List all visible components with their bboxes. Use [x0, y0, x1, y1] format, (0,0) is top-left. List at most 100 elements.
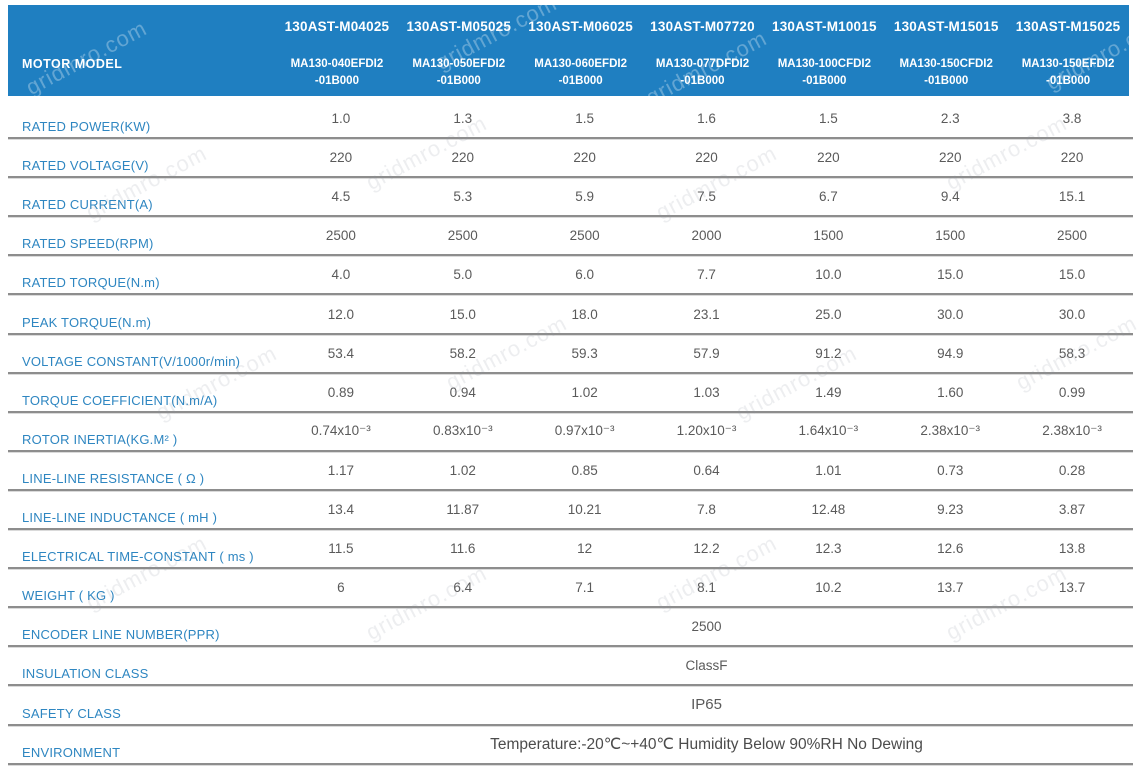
- model-name: 130AST-M10015: [772, 19, 877, 34]
- cell-value: 18.0: [571, 306, 598, 322]
- cell-value: 220: [817, 150, 840, 166]
- cell-value: 13.7: [1058, 580, 1086, 596]
- cell-value: 25.0: [815, 306, 842, 322]
- row-label: LINE-LINE RESISTANCE ( Ω ): [22, 470, 205, 486]
- model-code-line2: -01B000: [924, 75, 969, 87]
- row-weight: WEIGHT ( KG ) 6 6.4 7.1 8.1 10.2 13.7 13…: [8, 569, 1133, 610]
- row-label: RATED TORQUE(N.m): [22, 275, 160, 291]
- model-code-line1: MA130-077DFDI2: [655, 58, 750, 70]
- row-rated-current: RATED CURRENT(A) 4.5 5.3 5.9 7.5 6.7 9.4…: [8, 178, 1133, 219]
- cell-value: 0.28: [1058, 462, 1086, 478]
- motor-model-label: MOTOR MODEL: [22, 57, 123, 71]
- cell-value: 6: [337, 580, 345, 596]
- cell-value: 13.7: [937, 580, 964, 596]
- row-label: ELECTRICAL TIME-CONSTANT ( ms ): [22, 549, 254, 565]
- cell-value: 11.6: [450, 541, 476, 557]
- row-encoder-line-number: ENCODER LINE NUMBER(PPR) 2500: [8, 608, 1133, 649]
- cell-value: 1.17: [327, 462, 355, 478]
- cell-value: 13.4: [327, 501, 355, 517]
- model-name: 130AST-M05025: [406, 19, 512, 34]
- cell-value: 12.3: [815, 541, 842, 557]
- cell-value: 1.60: [937, 384, 964, 400]
- cell-value: 220: [938, 150, 962, 166]
- column-header-130ast-m10015: 130AST-M10015 MA130-100CFDI2 -01B000: [763, 5, 885, 96]
- cell-value: 2000: [691, 228, 722, 244]
- row-label: TORQUE COEFFICIENT(N.m/A): [22, 392, 218, 408]
- cell-value: 58.3: [1058, 345, 1086, 361]
- row-label: RATED SPEED(RPM): [22, 236, 154, 252]
- model-name: 130AST-M15015: [893, 19, 999, 34]
- cell-value: 1500: [813, 228, 844, 244]
- cell-value: 3.87: [1058, 501, 1086, 517]
- row-safety-class: SAFETY CLASS IP65: [8, 686, 1133, 727]
- column-header-130ast-m15015: 130AST-M15015 MA130-150CFDI2 -01B000: [885, 5, 1007, 96]
- cell-value: 30.0: [937, 306, 964, 322]
- cell-value: 2500: [1057, 228, 1088, 244]
- row-rated-voltage: RATED VOLTAGE(V) 220 220 220 220 220 220…: [8, 139, 1133, 180]
- cell-value: 53.4: [327, 345, 355, 361]
- column-header-130ast-m04025: 130AST-M04025 MA130-040EFDI2 -01B000: [276, 5, 398, 96]
- cell-value: 4.0: [331, 267, 351, 283]
- cell-value: 57.9: [693, 345, 720, 361]
- cell-value: 1.01: [815, 462, 842, 478]
- cell-value: 3.8: [1062, 111, 1082, 127]
- row-label: RATED CURRENT(A): [22, 197, 153, 213]
- cell-value: 15.1: [1058, 189, 1086, 205]
- model-name: 130AST-M07720: [650, 19, 755, 34]
- cell-value: 5.3: [453, 189, 473, 205]
- cell-value: 11.87: [446, 501, 480, 517]
- motor-model-header-cell: MOTOR MODEL: [8, 5, 276, 96]
- cell-value: 1.03: [693, 384, 720, 400]
- cell-value: 5.9: [575, 189, 595, 205]
- row-label: ENCODER LINE NUMBER(PPR): [22, 627, 220, 643]
- table-body: RATED POWER(KW) 1.0 1.3 1.5 1.6 1.5 2.3 …: [8, 100, 1133, 766]
- cell-value: 0.97x10⁻³: [554, 423, 615, 439]
- model-code-line1: MA130-150EFDI2: [1021, 58, 1115, 70]
- cell-value: 0.74x10⁻³: [311, 423, 371, 439]
- cell-value: 7.5: [697, 189, 716, 205]
- cell-value: 0.83x10⁻³: [432, 423, 493, 439]
- row-label: PEAK TORQUE(N.m): [22, 314, 152, 330]
- cell-value: 220: [1060, 150, 1084, 166]
- cell-value: 1.3: [453, 111, 473, 127]
- cell-value: 12.48: [811, 501, 846, 517]
- cell-value: 12: [577, 541, 593, 557]
- cell-value-merged: Temperature:-20℃~+40℃ Humidity Below 90%…: [490, 735, 923, 753]
- row-rotor-inertia: ROTOR INERTIA(KG.M² ) 0.74x10⁻³ 0.83x10⁻…: [8, 413, 1133, 453]
- cell-value: 6.7: [818, 189, 838, 205]
- cell-value: 7.8: [697, 501, 716, 517]
- row-label: WEIGHT ( KG ): [22, 588, 115, 604]
- cell-value-merged: ClassF: [685, 658, 728, 674]
- row-peak-torque: PEAK TORQUE(N.m) 12.0 15.0 18.0 23.1 25.…: [8, 295, 1133, 336]
- row-label: VOLTAGE CONSTANT(V/1000r/min): [22, 353, 241, 369]
- model-code-line1: MA130-150CFDI2: [899, 58, 993, 70]
- row-rated-speed: RATED SPEED(RPM) 2500 2500 2500 2000 150…: [8, 217, 1133, 258]
- cell-value-merged: IP65: [691, 696, 722, 714]
- cell-value: 0.85: [571, 462, 598, 478]
- cell-value: 10.2: [815, 580, 842, 596]
- cell-value: 15.0: [449, 306, 476, 322]
- model-code-line2: -01B000: [802, 75, 847, 87]
- model-name: 130AST-M06025: [528, 19, 633, 34]
- model-code-line1: MA130-100CFDI2: [777, 58, 872, 70]
- model-code-line2: -01B000: [314, 75, 359, 87]
- cell-value: 91.2: [815, 345, 842, 361]
- row-rated-power: RATED POWER(KW) 1.0 1.3 1.5 1.6 1.5 2.3 …: [8, 100, 1133, 141]
- cell-value: 10.21: [567, 501, 602, 517]
- cell-value: 11.5: [328, 541, 354, 557]
- cell-value: 0.73: [937, 462, 964, 478]
- cell-value: 30.0: [1058, 306, 1086, 322]
- cell-value: 220: [573, 150, 596, 166]
- row-rated-torque: RATED TORQUE(N.m) 4.0 5.0 6.0 7.7 10.0 1…: [8, 256, 1133, 297]
- column-header-130ast-m05025: 130AST-M05025 MA130-050EFDI2 -01B000: [398, 5, 520, 96]
- cell-value: 0.99: [1058, 384, 1086, 400]
- cell-value: 2500: [569, 228, 600, 244]
- cell-value: 9.23: [937, 501, 964, 517]
- cell-value: 1.64x10⁻³: [798, 423, 859, 439]
- cell-value: 23.1: [693, 306, 720, 322]
- cell-value: 12.6: [937, 541, 964, 557]
- cell-value: 15.0: [937, 267, 964, 283]
- cell-value: 220: [451, 150, 475, 166]
- model-code-line2: -01B000: [436, 75, 481, 87]
